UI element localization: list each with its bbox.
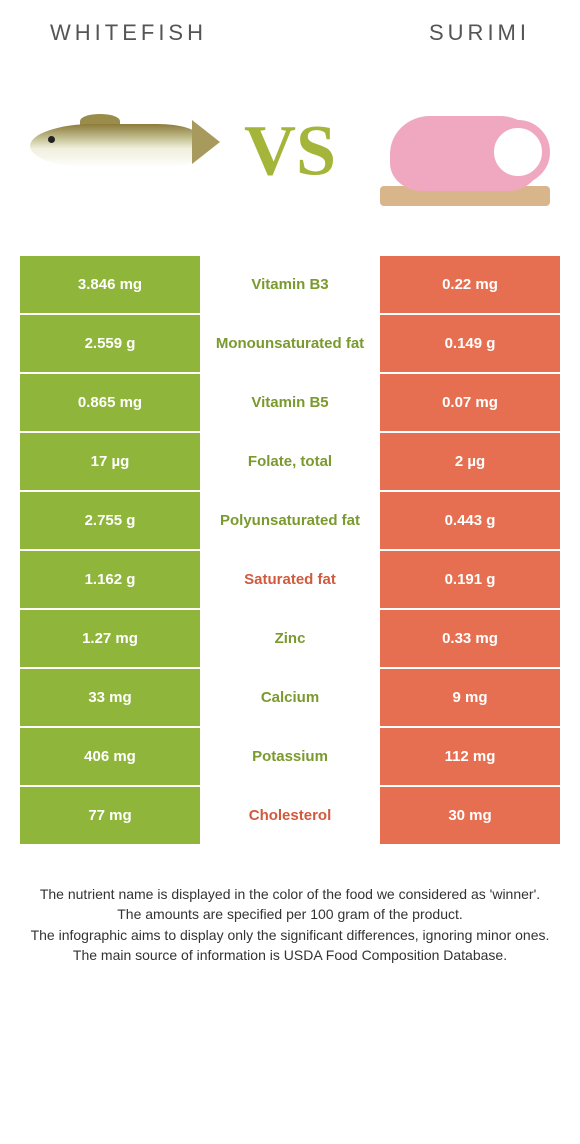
- nutrient-row: 2.755 gPolyunsaturated fat0.443 g: [20, 490, 560, 549]
- left-value: 3.846 mg: [20, 256, 200, 313]
- surimi-loaf-shape: [380, 116, 550, 206]
- nutrient-row: 1.162 gSaturated fat0.191 g: [20, 549, 560, 608]
- nutrient-label: Potassium: [200, 726, 380, 785]
- whitefish-image: [20, 66, 220, 226]
- surimi-image: [360, 66, 560, 226]
- right-value: 112 mg: [380, 726, 560, 785]
- nutrient-row: 3.846 mgVitamin B30.22 mg: [20, 256, 560, 313]
- right-value: 0.443 g: [380, 490, 560, 549]
- nutrient-label: Saturated fat: [200, 549, 380, 608]
- right-value: 0.22 mg: [380, 256, 560, 313]
- loaf-face-shape: [486, 120, 550, 184]
- title-row: Whitefish Surimi: [0, 0, 580, 46]
- fish-body-shape: [30, 124, 200, 168]
- nutrient-label: Zinc: [200, 608, 380, 667]
- left-value: 77 mg: [20, 785, 200, 844]
- left-value: 2.755 g: [20, 490, 200, 549]
- nutrient-table: 3.846 mgVitamin B30.22 mg2.559 gMonounsa…: [20, 256, 560, 844]
- nutrient-label: Vitamin B5: [200, 372, 380, 431]
- right-value: 2 µg: [380, 431, 560, 490]
- infographic-container: Whitefish Surimi VS 3.846 mgVitamin B30.…: [0, 0, 580, 965]
- nutrient-row: 2.559 gMonounsaturated fat0.149 g: [20, 313, 560, 372]
- right-value: 0.07 mg: [380, 372, 560, 431]
- left-value: 17 µg: [20, 431, 200, 490]
- right-value: 0.149 g: [380, 313, 560, 372]
- hero-row: VS: [0, 46, 580, 256]
- nutrient-label: Calcium: [200, 667, 380, 726]
- nutrient-label: Folate, total: [200, 431, 380, 490]
- fish-tail-shape: [192, 120, 220, 164]
- nutrient-row: 77 mgCholesterol30 mg: [20, 785, 560, 844]
- left-value: 2.559 g: [20, 313, 200, 372]
- nutrient-label: Monounsaturated fat: [200, 313, 380, 372]
- left-value: 0.865 mg: [20, 372, 200, 431]
- left-food-title: Whitefish: [50, 20, 207, 46]
- footer-line: The infographic aims to display only the…: [30, 925, 550, 945]
- left-value: 33 mg: [20, 667, 200, 726]
- nutrient-label: Cholesterol: [200, 785, 380, 844]
- right-value: 30 mg: [380, 785, 560, 844]
- nutrient-row: 1.27 mgZinc0.33 mg: [20, 608, 560, 667]
- left-value: 1.27 mg: [20, 608, 200, 667]
- right-food-title: Surimi: [429, 20, 530, 46]
- nutrient-label: Vitamin B3: [200, 256, 380, 313]
- footer-line: The main source of information is USDA F…: [30, 945, 550, 965]
- right-value: 9 mg: [380, 667, 560, 726]
- nutrient-row: 0.865 mgVitamin B50.07 mg: [20, 372, 560, 431]
- footer-line: The nutrient name is displayed in the co…: [30, 884, 550, 904]
- vs-label: VS: [244, 110, 336, 193]
- nutrient-label: Polyunsaturated fat: [200, 490, 380, 549]
- nutrient-row: 406 mgPotassium112 mg: [20, 726, 560, 785]
- left-value: 406 mg: [20, 726, 200, 785]
- footer-notes: The nutrient name is displayed in the co…: [30, 884, 550, 965]
- nutrient-row: 17 µgFolate, total2 µg: [20, 431, 560, 490]
- right-value: 0.191 g: [380, 549, 560, 608]
- fish-eye-shape: [48, 136, 55, 143]
- left-value: 1.162 g: [20, 549, 200, 608]
- nutrient-row: 33 mgCalcium9 mg: [20, 667, 560, 726]
- footer-line: The amounts are specified per 100 gram o…: [30, 904, 550, 924]
- right-value: 0.33 mg: [380, 608, 560, 667]
